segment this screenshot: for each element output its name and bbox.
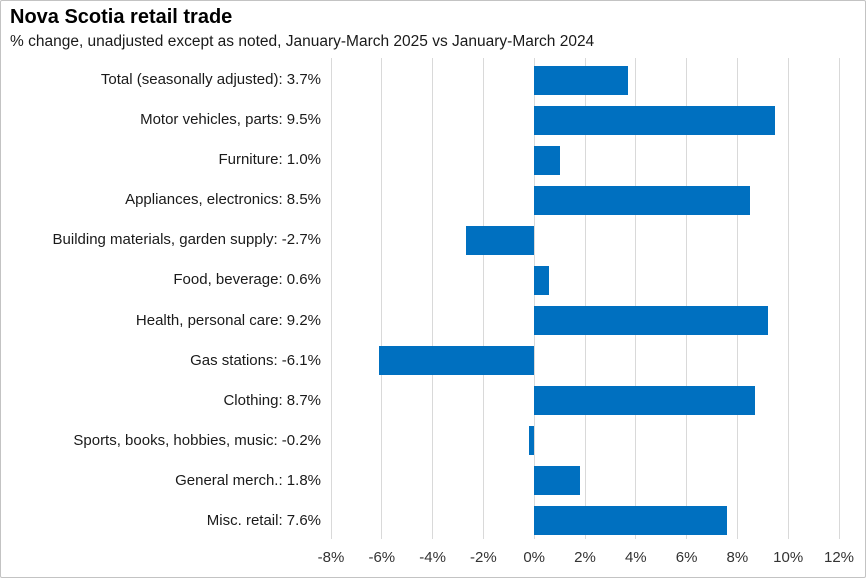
- x-tick-label: 8%: [726, 549, 749, 566]
- x-tick-label: 10%: [773, 549, 804, 566]
- category-label: Food, beverage: 0.6%: [173, 271, 321, 289]
- x-tick-label: 4%: [624, 549, 647, 566]
- category-label: Clothing: 8.7%: [223, 391, 321, 409]
- x-tick-label: 2%: [574, 549, 596, 566]
- gridline: [533, 58, 535, 539]
- x-tick-label: -4%: [419, 549, 446, 566]
- bar: [534, 386, 756, 416]
- x-tick-label: 0%: [523, 549, 546, 566]
- bar: [529, 426, 535, 456]
- chart-title: Nova Scotia retail trade: [10, 6, 233, 28]
- bar: [534, 105, 776, 135]
- chart-subtitle: % change, unadjusted except as noted, Ja…: [10, 33, 595, 50]
- x-tick-label: -2%: [470, 549, 497, 566]
- category-label: Total (seasonally adjusted): 3.7%: [100, 71, 321, 89]
- category-label: Gas stations: -6.1%: [190, 351, 321, 369]
- bar: [534, 506, 728, 536]
- category-label: Building materials, garden supply: -2.7%: [52, 231, 321, 249]
- bar: [534, 306, 768, 336]
- x-tick-label: 12%: [823, 549, 855, 566]
- gridline: [635, 58, 637, 539]
- gridline: [432, 58, 434, 539]
- gridline: [787, 58, 789, 539]
- category-label: General merch.: 1.8%: [175, 471, 321, 489]
- bar: [534, 265, 550, 295]
- gridline: [838, 58, 840, 539]
- gridline: [330, 58, 332, 539]
- gridline: [686, 58, 688, 539]
- category-label: Misc. retail: 7.6%: [206, 511, 321, 529]
- bar: [379, 346, 535, 376]
- category-label: Sports, books, hobbies, music: -0.2%: [73, 431, 321, 449]
- gridline: [584, 58, 586, 539]
- bar: [534, 65, 629, 95]
- gridline: [482, 58, 484, 539]
- category-label: Appliances, electronics: 8.5%: [125, 191, 321, 209]
- category-label: Motor vehicles, parts: 9.5%: [140, 111, 321, 129]
- bar: [534, 185, 751, 215]
- bar: [534, 466, 580, 496]
- category-label: Furniture: 1.0%: [218, 151, 321, 169]
- x-tick-label: 6%: [675, 549, 698, 566]
- bar: [534, 145, 560, 175]
- gridline: [381, 58, 383, 539]
- category-label: Health, personal care: 9.2%: [135, 311, 321, 329]
- bar: [465, 225, 535, 255]
- x-tick-label: -8%: [317, 549, 345, 566]
- x-tick-label: -6%: [368, 549, 396, 566]
- gridline: [736, 58, 738, 539]
